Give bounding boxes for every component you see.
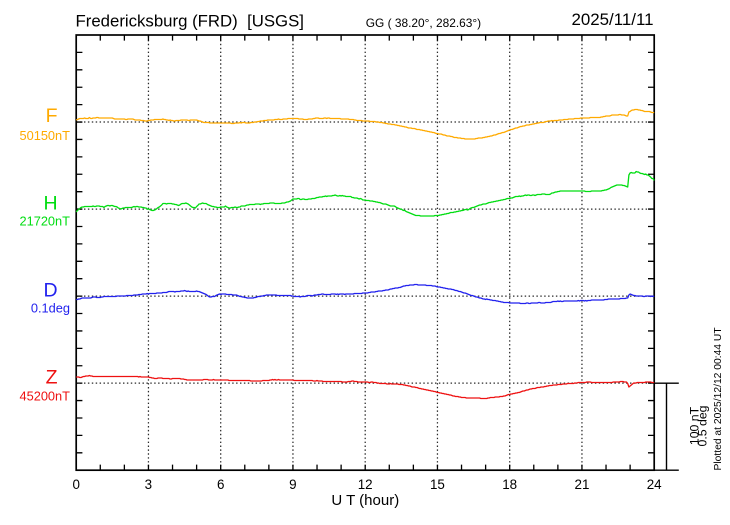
svg-text:D: D	[44, 279, 58, 301]
svg-text:50150nT: 50150nT	[19, 128, 70, 143]
svg-text:21: 21	[575, 477, 590, 492]
svg-text:18: 18	[502, 477, 517, 492]
svg-text:9: 9	[289, 477, 296, 492]
svg-text:H: H	[44, 192, 58, 214]
svg-text:12: 12	[358, 477, 373, 492]
svg-text:6: 6	[217, 477, 224, 492]
svg-text:Z: Z	[46, 366, 58, 388]
svg-text:21720nT: 21720nT	[19, 214, 70, 229]
svg-text:U T (hour): U T (hour)	[331, 492, 399, 509]
svg-text:F: F	[46, 105, 58, 127]
svg-text:0.5 deg: 0.5 deg	[695, 405, 709, 446]
svg-text:3: 3	[145, 477, 152, 492]
svg-text:Plotted at 2025/12/12 00:44 UT: Plotted at 2025/12/12 00:44 UT	[713, 327, 724, 471]
svg-text:15: 15	[430, 477, 445, 492]
svg-text:2025/11/11: 2025/11/11	[571, 10, 653, 29]
svg-text:0: 0	[72, 477, 79, 492]
svg-text:GG ( 38.20°, 282.63°): GG ( 38.20°, 282.63°)	[366, 16, 481, 30]
svg-text:24: 24	[647, 477, 662, 492]
svg-text:Fredericksburg (FRD) [USGS]: Fredericksburg (FRD) [USGS]	[76, 12, 304, 31]
svg-text:45200nT: 45200nT	[19, 389, 70, 404]
svg-text:0.1deg: 0.1deg	[31, 301, 70, 316]
svg-text:100 nT: 100 nT	[688, 406, 702, 445]
